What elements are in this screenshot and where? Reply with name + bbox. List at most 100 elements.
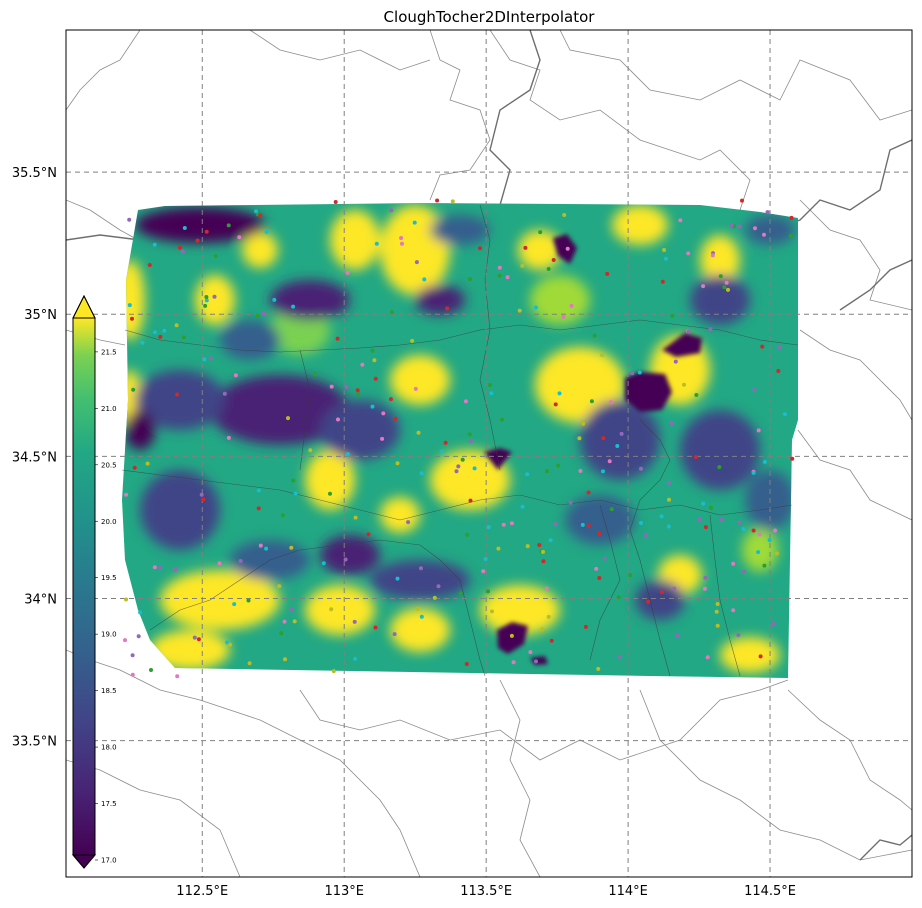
station-point <box>410 338 415 343</box>
station-point <box>710 253 715 258</box>
boundary-line <box>499 679 541 877</box>
station-point <box>195 238 200 243</box>
station-point <box>667 480 671 485</box>
station-point <box>682 382 686 387</box>
station-point <box>701 501 706 506</box>
station-point <box>483 557 488 561</box>
station-point <box>737 224 742 229</box>
station-point <box>345 452 350 457</box>
station-point <box>406 520 411 525</box>
station-point <box>258 213 263 218</box>
station-point <box>549 638 554 643</box>
station-point <box>509 521 514 526</box>
station-point <box>393 416 398 421</box>
station-point <box>153 330 157 335</box>
station-point <box>548 538 553 543</box>
station-point <box>760 344 765 349</box>
station-point <box>615 444 620 448</box>
station-point <box>546 614 551 619</box>
station-point <box>264 230 269 234</box>
station-point <box>705 655 710 660</box>
field-low-region <box>370 560 470 600</box>
station-point <box>523 245 528 250</box>
station-point <box>468 277 472 282</box>
station-point <box>686 329 691 334</box>
station-point <box>557 391 562 396</box>
field-low-region <box>680 410 760 490</box>
station-point <box>617 654 622 659</box>
station-point <box>400 241 404 246</box>
station-point <box>765 210 770 215</box>
station-point <box>628 573 633 578</box>
station-point <box>373 376 378 381</box>
station-point <box>454 469 459 474</box>
station-point <box>561 314 566 319</box>
station-point <box>546 267 551 271</box>
plot-frame <box>65 29 913 878</box>
station-point <box>232 602 237 607</box>
station-point <box>751 528 756 533</box>
station-point <box>458 591 463 596</box>
station-point <box>601 436 606 441</box>
station-point <box>465 532 470 537</box>
station-point <box>565 246 570 251</box>
station-point <box>501 522 506 527</box>
station-point <box>353 656 358 661</box>
station-point <box>181 335 186 340</box>
station-point <box>277 584 282 589</box>
station-point <box>366 532 371 537</box>
station-point <box>659 590 664 595</box>
boundary-line <box>709 514 741 677</box>
station-point <box>639 466 643 471</box>
station-point <box>328 491 332 496</box>
station-point <box>737 520 742 525</box>
station-point <box>395 461 400 466</box>
boundary-line <box>66 199 139 241</box>
colorbar: 17.0 17.5 18.0 18.5 19.0 19.5 20.0 20.5 21.0 21.5 <box>71 294 117 869</box>
station-point <box>329 384 334 389</box>
lat-tick-label: 35.5°N <box>12 166 57 181</box>
station-point <box>771 621 776 626</box>
station-point <box>545 469 550 474</box>
station-point <box>757 532 762 537</box>
interpolated-field <box>122 203 798 678</box>
station-point <box>694 455 698 459</box>
boundary-line <box>149 539 486 677</box>
station-point <box>238 559 243 563</box>
station-point <box>308 448 313 453</box>
colorbar-outline <box>72 294 96 869</box>
station-point <box>533 305 538 310</box>
station-point <box>124 492 129 497</box>
station-point <box>389 208 394 213</box>
field-low-region <box>270 280 350 320</box>
station-point <box>336 417 340 422</box>
station-point <box>580 522 585 527</box>
lat-tick-label: 34.5°N <box>12 450 57 465</box>
boundary-line <box>639 689 912 861</box>
station-point <box>279 631 284 636</box>
station-point <box>256 488 261 493</box>
boundary-line <box>839 259 912 311</box>
station-point <box>544 586 549 591</box>
station-point <box>147 263 152 267</box>
station-point <box>762 459 767 464</box>
station-point <box>556 463 561 468</box>
province-boundaries <box>121 204 799 677</box>
station-point <box>511 660 516 665</box>
station-point <box>152 242 157 247</box>
station-point <box>344 385 349 390</box>
colorbar-tick-label: 17.0 <box>101 857 117 865</box>
station-point <box>718 274 723 279</box>
station-point <box>758 654 763 659</box>
station-point <box>673 359 678 364</box>
boundary-line <box>787 689 912 811</box>
station-point <box>586 523 591 528</box>
station-point <box>204 295 209 299</box>
colorbar-tick-label: 21.5 <box>101 348 117 356</box>
field-min-region <box>530 656 548 665</box>
station-point <box>258 543 263 548</box>
station-point <box>537 543 542 547</box>
station-point <box>486 525 491 530</box>
field-low-region <box>690 275 750 325</box>
